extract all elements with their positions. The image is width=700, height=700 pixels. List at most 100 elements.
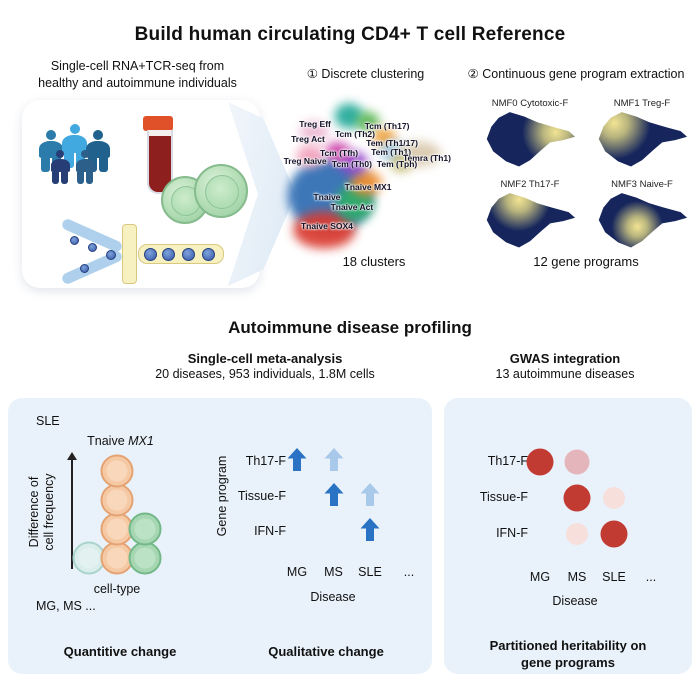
umap-cluster-label: Tnaive MX1 [344,181,392,192]
umap-plot: Treg Eff Tcm (Th17) Tcm (Th2) Treg Act Tem (… [278,92,470,260]
umap-cluster-label: Tcm (Th2) [334,129,375,139]
y-axis-arrow-icon [67,452,77,460]
microfluidic-chip-icon [58,217,228,286]
umap-cluster-label: Tcm (Th0) [331,159,372,170]
meta-analysis-subtitle: 20 diseases, 953 individuals, 1.8M cells [155,367,375,381]
umap-cluster-blob [296,144,326,167]
chip-outlet-tube [138,244,224,264]
sample-caption-line1: Single-cell RNA+TCR-seq from [50,59,225,73]
heritability-dot [564,449,590,475]
gene-program-arrow-grid: Th17-F Tissue-F IFN-F MG MS SLE... [8,398,432,674]
sample-caption: Single-cell RNA+TCR-seq from healthy and… [5,58,270,92]
qual-x-axis-label: Disease [310,590,356,604]
nmf-panel-label: NMF0 Cytotoxic-F [491,98,569,109]
umap-cluster-label: Temra (Th1) [402,153,451,164]
sample-caption-line2: healthy and autoimmune individuals [38,76,237,90]
ellipsis-label: ... [403,565,415,579]
nmf-panel-grid: NMF0 Cytotoxic-F NMF1 Treg-F NMF2 Th17-F NM… [478,98,694,256]
gene-program-row-label: Th17-F [487,454,528,468]
cell-bead [88,243,97,252]
nmf-panel: NMF0 Cytotoxic-F [478,98,582,175]
qualitative-caption: Qualitative change [268,644,384,659]
umap-cluster-label: Treg Eff [299,118,331,129]
disease-label-sle: SLE [36,414,60,428]
umap-cluster-label: Tem (Th1/17) [366,138,418,149]
cell-icon [100,454,134,488]
gwas-subtitle: 13 autoimmune diseases [495,367,635,381]
umap-cluster-label: Tnaive [313,192,341,202]
herit-x-axis-label: Disease [552,594,598,608]
nmf-umap [486,112,576,167]
heritability-dot [600,520,628,548]
cell-bead [144,248,157,261]
gene-program-row-label: IFN-F [254,524,286,538]
cell-inner [106,518,128,540]
celltype-name: Tnaive [87,434,129,448]
heritability-caption-line2: gene programs [521,655,615,670]
programs-caption: 12 gene programs [533,254,639,269]
nmf-panel: NMF1 Treg-F [590,98,694,175]
person-icon [50,150,71,190]
nmf-panel-label: NMF3 Naive-F [611,179,673,190]
nmf-panel-label: NMF2 Th17-F [500,179,560,190]
umap-cluster-label: Tem (Tph) [376,159,418,170]
cell-icon [128,512,162,546]
blood-tube-cap-icon [143,116,173,131]
section-title: Autoimmune disease profiling [228,318,472,337]
celltype-gene: MX1 [128,434,154,448]
heritability-caption: Partitioned heritability on gene program… [458,637,678,671]
step2-label: ② Continuous gene program extraction [467,67,685,81]
gene-program-row-label: Th17-F [245,454,286,468]
nmf-panel-label: NMF1 Treg-F [613,98,671,109]
other-diseases-label: MG, MS ... [36,599,96,613]
umap-cluster-blob [356,112,380,133]
heritability-caption-line1: Partitioned heritability on [489,638,647,653]
gene-program-row-label: IFN-F [496,526,528,540]
cell-icon [72,541,106,575]
t-cell-icon [194,164,248,218]
cell-frequency-chart [8,398,432,674]
people-group-icon [38,124,118,200]
cell-icon [100,541,134,575]
up-arrow-icon [360,482,381,512]
cell-bead [182,248,195,261]
disease-column-label: SLE [358,565,382,579]
gwas-header: GWAS integration 13 autoimmune diseases [440,351,690,383]
gene-program-row-label: Tissue-F [237,489,286,503]
meta-analysis-header: Single-cell meta-analysis 20 diseases, 9… [120,351,410,383]
umap-cluster-label: Treg Act [291,134,325,145]
celltype-highlight-label: Tnaive MX1 [48,434,193,448]
y-axis-line [71,459,73,569]
quant-x-axis-label: cell-type [93,582,141,596]
cell-bead [202,248,215,261]
heritability-dot [526,448,554,476]
t-cell-nucleus [205,175,239,209]
umap-cluster-blob [390,156,412,172]
disease-column-label: MS [567,570,587,584]
disease-column-label: MG [286,565,308,579]
nmf-umap [486,193,576,248]
meta-analysis-title: Single-cell meta-analysis [187,351,343,366]
cell-icon [100,512,134,546]
up-arrow-icon [323,482,344,512]
sample-illustration-card [22,100,260,288]
heritability-dot-grid: Th17-F Tissue-F IFN-F MG MS SLE... [444,398,692,674]
up-arrow-icon [287,447,308,477]
clusters-caption: 18 clusters [342,254,406,269]
heritability-dot [603,487,625,509]
cell-bead [70,236,79,245]
up-arrow-icon [360,517,381,547]
gwas-panel: Th17-F Tissue-F IFN-F MG MS SLE... Disease Pa… [444,398,692,674]
umap-cluster-label: Tcm (Th17) [364,120,410,131]
quantitative-caption: Quantitive change [63,644,177,659]
meta-analysis-panel: SLE Tnaive MX1 Difference of cell freque… [8,398,432,674]
cell-icon [128,541,162,575]
disease-column-label: MG [529,570,551,584]
cell-icon [100,483,134,517]
chip-junction [122,224,137,284]
umap-cluster-label: Tnaive Act [330,202,374,213]
umap-cluster-blob [325,142,350,163]
cell-inner [78,547,100,569]
umap-cluster-label: Tem (Th1) [371,146,412,157]
nmf-umap [598,193,688,248]
